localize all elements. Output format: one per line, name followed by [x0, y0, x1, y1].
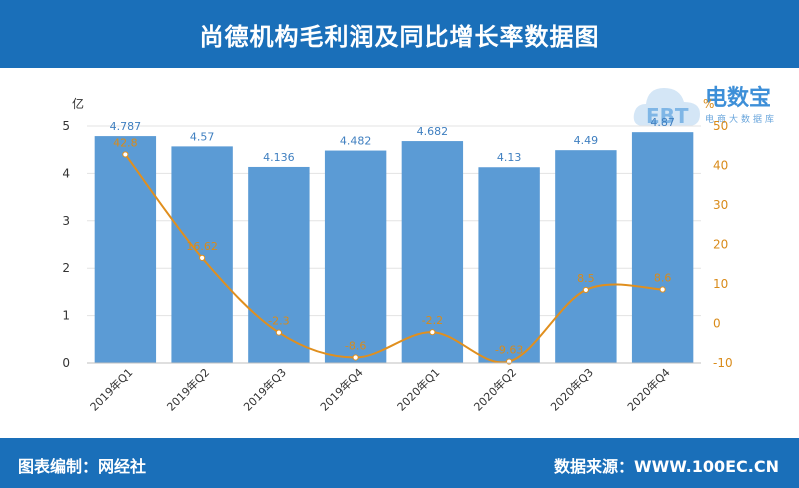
- line-value-label: -8.6: [345, 339, 366, 352]
- chart-title: 尚德机构毛利润及同比增长率数据图: [199, 22, 600, 51]
- left-tick-label: 3: [62, 214, 70, 228]
- right-tick-label: 30: [713, 198, 728, 212]
- line-point: [659, 286, 666, 293]
- category-label: 2020年Q1: [394, 365, 443, 414]
- bar-value-label: 4.682: [417, 125, 449, 138]
- logo-name: 电数宝: [705, 86, 772, 111]
- category-label: 2020年Q4: [624, 365, 673, 414]
- line-value-label: -2.3: [268, 315, 289, 328]
- data-source: 数据来源：WWW.100EC.CN: [553, 457, 779, 476]
- category-label: 2020年Q3: [547, 365, 596, 414]
- bar-value-label: 4.13: [497, 151, 522, 164]
- chart-area: 0 1 2 3 4 5亿 -10 0 10 20 30 40 50% 2019年Q1 2019年Q2 2019…: [62, 96, 733, 414]
- line-point: [199, 254, 206, 261]
- bar-value-label: 4.136: [263, 151, 295, 164]
- bar-series: [94, 132, 694, 363]
- bar: [555, 150, 617, 363]
- cloud-icon: [633, 88, 700, 126]
- line-value-label: 16.62: [186, 240, 218, 253]
- line-value-label: 42.8: [113, 136, 138, 149]
- right-tick-label: 50: [713, 119, 728, 133]
- line-point: [275, 329, 282, 336]
- bar: [478, 167, 540, 363]
- chart-header: 尚德机构毛利润及同比增长率数据图: [0, 0, 799, 68]
- line-value-label: 8.6: [654, 272, 672, 285]
- right-tick-label: 0: [713, 317, 721, 331]
- left-tick-label: 1: [62, 309, 70, 323]
- right-tick-label: -10: [713, 356, 733, 370]
- chart-footer: 图表编制：网经社 数据来源：WWW.100EC.CN: [0, 438, 799, 488]
- bar-value-label: 4.49: [574, 134, 599, 147]
- right-tick-label: 20: [713, 238, 728, 252]
- right-tick-label: 10: [713, 277, 728, 291]
- bar: [401, 141, 464, 363]
- left-tick-label: 4: [62, 166, 70, 180]
- category-label: 2019年Q1: [87, 365, 136, 414]
- watermark-logo: EBT 电数宝 电商大数据库: [630, 74, 795, 136]
- data-labels: 4.787 4.57 4.136 4.482 4.682 4.13 4.49 4.87 42.8…: [110, 116, 675, 356]
- line-value-label: -2.2: [422, 314, 443, 327]
- line-value-label: 8.5: [577, 272, 595, 285]
- bar-value-label: 4.57: [190, 130, 215, 143]
- right-tick-label: 40: [713, 159, 728, 173]
- line-value-label: -9.63: [495, 344, 523, 357]
- line-point: [582, 286, 589, 294]
- logo-tagline: 电商大数据库: [705, 115, 778, 125]
- bar: [324, 150, 387, 363]
- category-label: 2019年Q3: [240, 365, 289, 414]
- bar: [171, 146, 233, 363]
- category-label: 2019年Q4: [317, 365, 366, 414]
- bar-value-label: 4.482: [340, 135, 372, 148]
- logo-mark: EBT: [646, 104, 689, 128]
- line-point: [352, 354, 359, 361]
- left-tick-label: 0: [62, 356, 70, 370]
- left-axis-unit: 亿: [72, 96, 84, 111]
- category-label: 2019年Q2: [164, 365, 213, 414]
- line-point: [429, 329, 436, 336]
- line-point: [122, 151, 129, 158]
- left-tick-label: 5: [62, 119, 70, 133]
- bar-value-label: 4.87: [650, 116, 675, 129]
- left-tick-label: 2: [62, 261, 70, 275]
- bar: [94, 136, 157, 363]
- right-axis-unit: %: [703, 97, 714, 111]
- bar: [631, 132, 694, 363]
- bar-value-label: 4.787: [110, 120, 142, 133]
- editor-credit: 图表编制：网经社: [18, 457, 147, 476]
- line-series: [122, 151, 666, 365]
- category-label: 2020年Q2: [471, 365, 520, 414]
